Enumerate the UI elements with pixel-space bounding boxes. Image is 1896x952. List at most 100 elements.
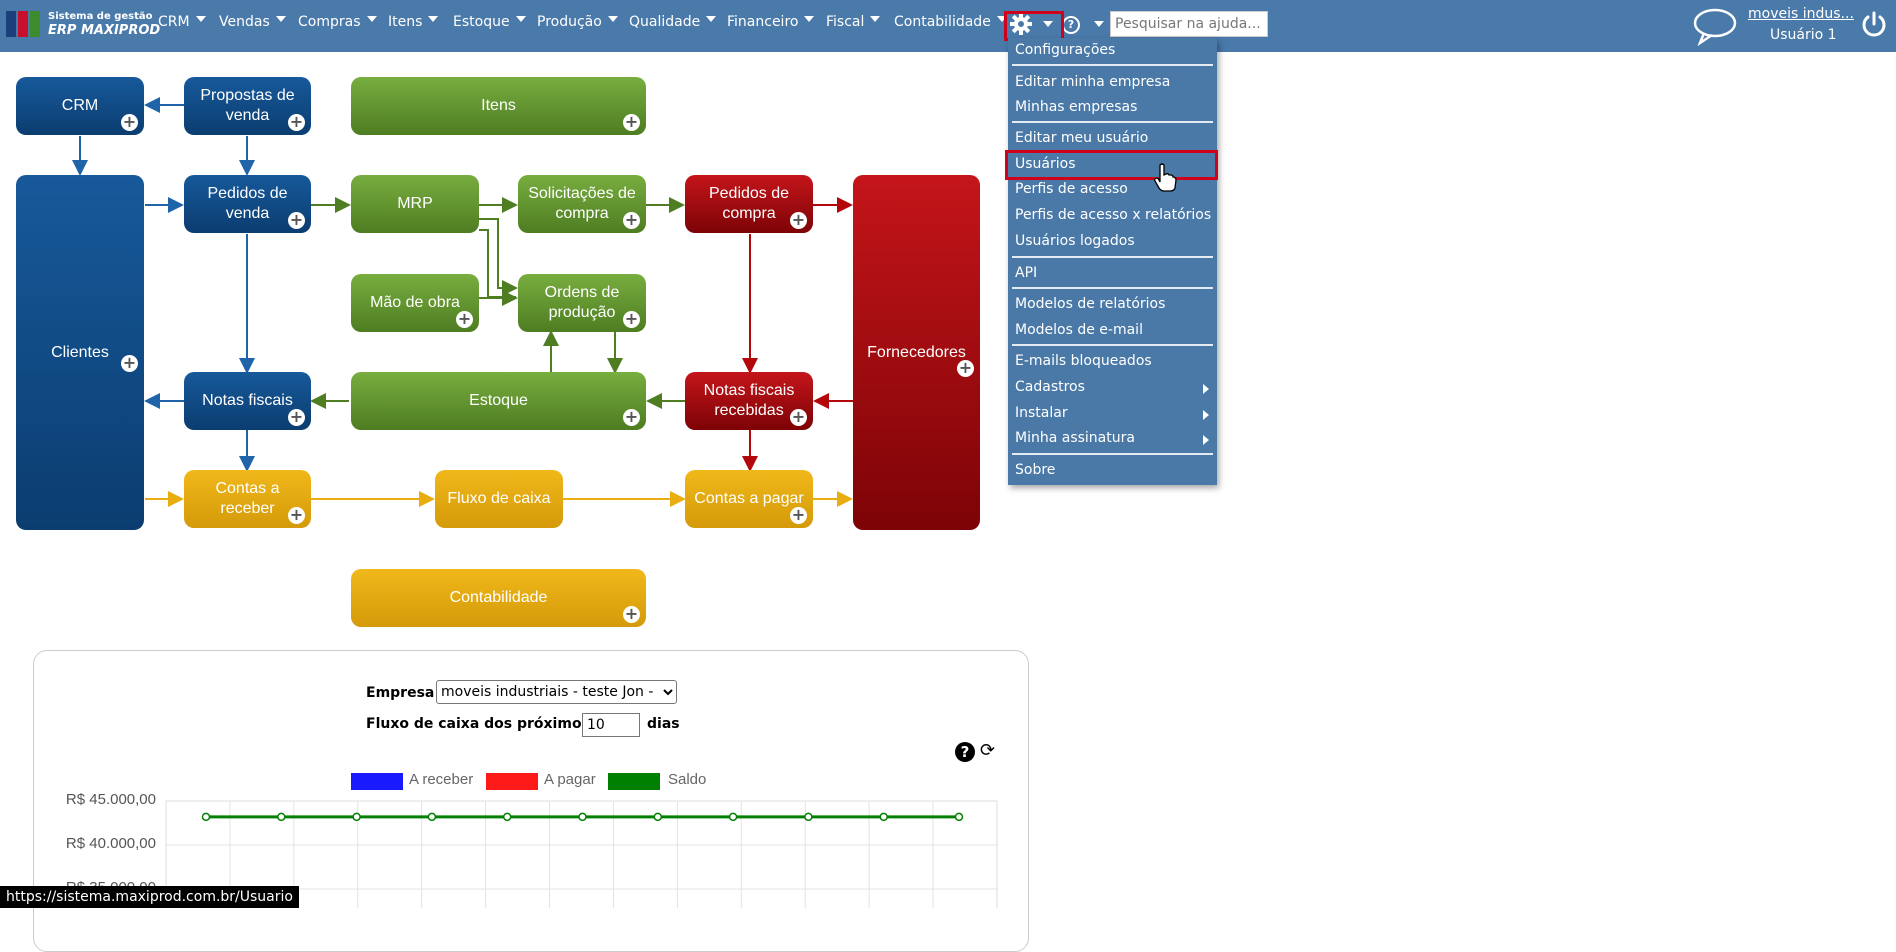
dd-api[interactable]: API <box>1015 265 1038 281</box>
chevron-down-icon <box>366 16 377 22</box>
flow-fluxo-caixa[interactable]: Fluxo de caixa <box>435 470 563 528</box>
chevron-right-icon <box>1203 410 1209 420</box>
flow-fornecedores[interactable]: Fornecedores + <box>853 175 980 530</box>
help-search-input[interactable] <box>1110 11 1268 37</box>
flow-itens[interactable]: Itens + <box>351 77 646 135</box>
flow-contas-receber[interactable]: Contas a receber + <box>184 470 311 528</box>
dd-separator <box>1012 64 1213 66</box>
chevron-down-icon <box>870 16 881 22</box>
flow-mao-obra[interactable]: Mão de obra + <box>351 274 479 332</box>
legend-a-pagar: A pagar <box>544 771 596 788</box>
menu-crm[interactable]: CRM <box>158 14 206 30</box>
chevron-down-icon[interactable] <box>1094 21 1104 27</box>
chevron-down-icon <box>607 16 618 22</box>
menu-vendas[interactable]: Vendas <box>219 14 286 30</box>
help-button[interactable]: ? <box>1062 16 1080 34</box>
dd-separator <box>1012 256 1213 258</box>
dd-separator <box>1012 344 1213 346</box>
plus-icon[interactable]: + <box>121 112 138 131</box>
flow-clientes[interactable]: Clientes + <box>16 175 144 530</box>
plus-icon[interactable]: + <box>623 112 640 131</box>
help-icon[interactable]: ? <box>955 742 975 762</box>
chevron-down-icon[interactable] <box>1043 21 1053 27</box>
flow-notas-fiscais[interactable]: Notas fiscais + <box>184 372 311 430</box>
chevron-down-icon <box>275 16 286 22</box>
plus-icon[interactable]: + <box>957 358 974 377</box>
dd-editar-usuario[interactable]: Editar meu usuário <box>1015 130 1149 146</box>
plus-icon[interactable]: + <box>623 604 640 623</box>
plus-icon[interactable]: + <box>623 407 640 426</box>
dd-configuracoes[interactable]: Configurações <box>1015 42 1116 58</box>
brand-logo[interactable]: Sistema de gestão ERP MAXIPROD <box>6 9 160 39</box>
company-link[interactable]: moveis indus... <box>1748 6 1854 22</box>
flow-contas-pagar[interactable]: Contas a pagar + <box>685 470 813 528</box>
plus-icon[interactable]: + <box>790 505 807 524</box>
flow-solicitacoes-compra[interactable]: Solicitações de compra + <box>518 175 646 233</box>
question-circle-icon: ? <box>1067 18 1075 31</box>
menu-contabilidade[interactable]: Contabilidade <box>894 14 1007 30</box>
chevron-down-icon <box>195 16 206 22</box>
menu-itens[interactable]: Itens <box>388 14 439 30</box>
plus-icon[interactable]: + <box>623 309 640 328</box>
gear-icon <box>1010 13 1032 35</box>
flow-estoque[interactable]: Estoque + <box>351 372 646 430</box>
settings-button[interactable] <box>1009 12 1033 36</box>
flow-propostas-venda[interactable]: Propostas de venda + <box>184 77 311 135</box>
dd-cadastros[interactable]: Cadastros <box>1015 379 1085 395</box>
dd-minhas-empresas[interactable]: Minhas empresas <box>1015 99 1138 115</box>
dias-label: dias <box>647 716 680 732</box>
dd-modelos-email[interactable]: Modelos de e-mail <box>1015 322 1143 338</box>
dd-perfis-acesso[interactable]: Perfis de acesso <box>1015 181 1128 197</box>
dd-instalar[interactable]: Instalar <box>1015 405 1068 421</box>
dias-input[interactable] <box>582 713 640 737</box>
dd-modelos-relatorios[interactable]: Modelos de relatórios <box>1015 296 1166 312</box>
menu-fiscal[interactable]: Fiscal <box>826 14 881 30</box>
plus-icon[interactable]: + <box>456 309 473 328</box>
chevron-right-icon <box>1203 435 1209 445</box>
empresa-select[interactable]: moveis industriais - teste Jon - <box>436 680 677 704</box>
flow-pedidos-venda[interactable]: Pedidos de venda + <box>184 175 311 233</box>
dd-perfis-relatorios[interactable]: Perfis de acesso x relatórios <box>1015 207 1212 223</box>
empresa-label: Empresa <box>366 685 435 701</box>
dd-usuarios[interactable]: Usuários <box>1015 156 1076 172</box>
dd-editar-empresa[interactable]: Editar minha empresa <box>1015 74 1171 90</box>
legend-swatch-saldo <box>608 773 660 790</box>
brand-line2: ERP MAXIPROD <box>48 23 161 38</box>
flow-pedidos-compra[interactable]: Pedidos de compra + <box>685 175 813 233</box>
dd-separator <box>1012 453 1213 455</box>
flow-nf-recebidas[interactable]: Notas fiscais recebidas + <box>685 372 813 430</box>
menu-estoque[interactable]: Estoque <box>453 14 526 30</box>
plus-icon[interactable]: + <box>790 407 807 426</box>
menu-compras[interactable]: Compras <box>298 14 377 30</box>
dd-emails-bloqueados[interactable]: E-mails bloqueados <box>1015 353 1152 369</box>
plus-icon[interactable]: + <box>288 112 305 131</box>
plus-icon[interactable]: + <box>288 505 305 524</box>
dd-minha-assinatura[interactable]: Minha assinatura <box>1015 430 1135 446</box>
flow-contabilidade[interactable]: Contabilidade + <box>351 569 646 627</box>
menu-qualidade[interactable]: Qualidade <box>629 14 717 30</box>
flow-mrp[interactable]: MRP <box>351 175 479 233</box>
y-tick-label: R$ 45.000,00 <box>65 791 156 808</box>
plus-icon[interactable]: + <box>623 210 640 229</box>
speech-bubble-icon <box>1693 8 1737 47</box>
plus-icon[interactable]: + <box>790 210 807 229</box>
refresh-icon[interactable]: ⟳ <box>980 740 996 761</box>
brand-line1: Sistema de gestão <box>48 11 153 22</box>
power-icon <box>1862 11 1886 37</box>
chevron-down-icon <box>996 16 1007 22</box>
menu-financeiro[interactable]: Financeiro <box>727 14 815 30</box>
dd-separator <box>1012 287 1213 289</box>
flow-ordens-producao[interactable]: Ordens de produção + <box>518 274 646 332</box>
plus-icon[interactable]: + <box>121 353 138 372</box>
flow-crm[interactable]: CRM + <box>16 77 144 135</box>
user-menu[interactable]: Usuário 1 <box>1770 27 1837 43</box>
plus-icon[interactable]: + <box>288 407 305 426</box>
dd-sobre[interactable]: Sobre <box>1015 462 1056 478</box>
dd-usuarios-logados[interactable]: Usuários logados <box>1015 233 1135 249</box>
menu-producao[interactable]: Produção <box>537 14 618 30</box>
logout-button[interactable] <box>1860 10 1888 38</box>
plus-icon[interactable]: + <box>288 210 305 229</box>
chat-button[interactable] <box>1692 6 1738 47</box>
dd-separator <box>1012 121 1213 123</box>
legend-swatch-a-pagar <box>486 773 538 790</box>
